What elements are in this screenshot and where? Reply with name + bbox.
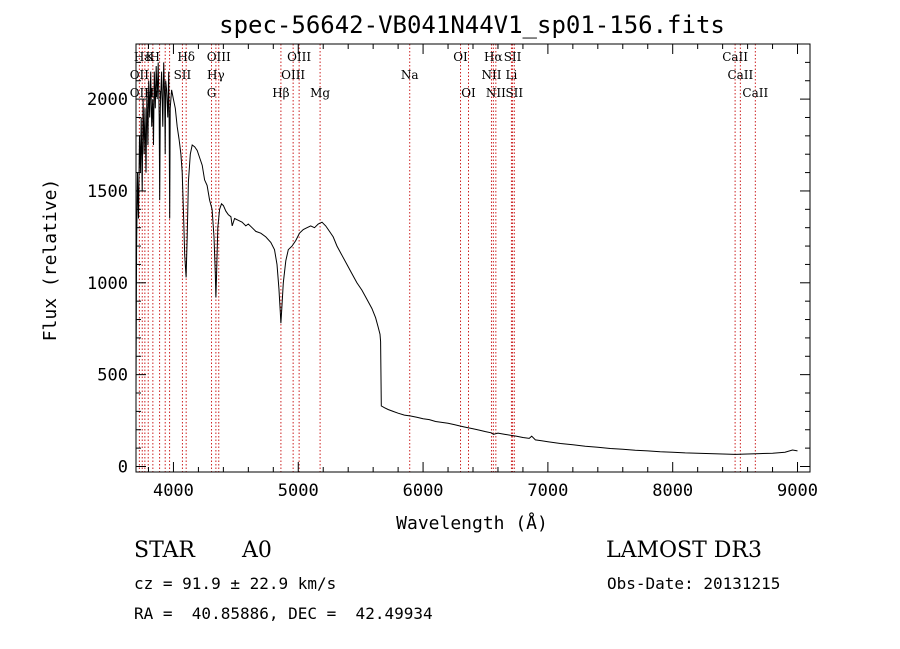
y-tick-label: 500 [97, 366, 128, 386]
spectrum-line [135, 62, 798, 455]
line-label: CaII [742, 86, 768, 100]
line-label: Hδ [177, 50, 195, 64]
line-label: OII [130, 68, 150, 82]
x-tick-label: 9000 [777, 481, 818, 501]
line-label: H [149, 50, 159, 64]
line-label: K [145, 50, 155, 64]
y-tick-label: 1500 [87, 182, 128, 202]
line-label: OIII [287, 50, 311, 64]
line-label: OIII [207, 50, 231, 64]
line-label: CaII [727, 68, 753, 82]
y-tick-label: 0 [118, 457, 128, 477]
line-label: OI [461, 86, 476, 100]
line-label: SII [174, 68, 192, 82]
ra-dec: RA = 40.85886, DEC = 42.49934 [134, 604, 433, 623]
chart-title: spec-56642-VB041N44V1_sp01-156.fits [219, 11, 725, 39]
line-label: OI [453, 50, 468, 64]
line-label: NII [486, 86, 506, 100]
y-tick-label: 2000 [87, 90, 128, 110]
line-label: Hε [134, 50, 151, 64]
line-label: SII [504, 50, 522, 64]
x-tick-label: 7000 [527, 481, 568, 501]
line-label: Li [506, 68, 518, 82]
line-label: CaII [722, 50, 748, 64]
line-label: Hα [484, 50, 503, 64]
line-label: SII [505, 86, 523, 100]
x-tick-label: 8000 [652, 481, 693, 501]
survey-name: LAMOST DR3 [606, 538, 762, 563]
x-tick-label: 5000 [278, 481, 319, 501]
line-label: NII [481, 68, 501, 82]
line-label: Hη [144, 86, 162, 100]
line-label: Hβ [272, 86, 289, 100]
observation-date: Obs-Date: 20131215 [607, 574, 781, 593]
line-label: G [207, 86, 217, 100]
y-axis-label: Flux (relative) [40, 179, 61, 342]
line-label: Na [401, 68, 419, 82]
object-class: STAR [134, 538, 195, 563]
line-label: OIII [281, 68, 305, 82]
spectral-subclass: A0 [242, 538, 272, 563]
x-tick-label: 6000 [403, 481, 444, 501]
radial-velocity: cz = 91.9 ± 22.9 km/s [134, 574, 337, 593]
line-label: Hγ [207, 68, 225, 82]
line-label: Mg [310, 86, 330, 100]
line-label: OII [130, 86, 150, 100]
x-tick-label: 4000 [153, 481, 194, 501]
x-axis-label: Wavelength (Å) [396, 512, 548, 534]
y-tick-label: 1000 [87, 274, 128, 294]
plot-frame [135, 43, 811, 473]
